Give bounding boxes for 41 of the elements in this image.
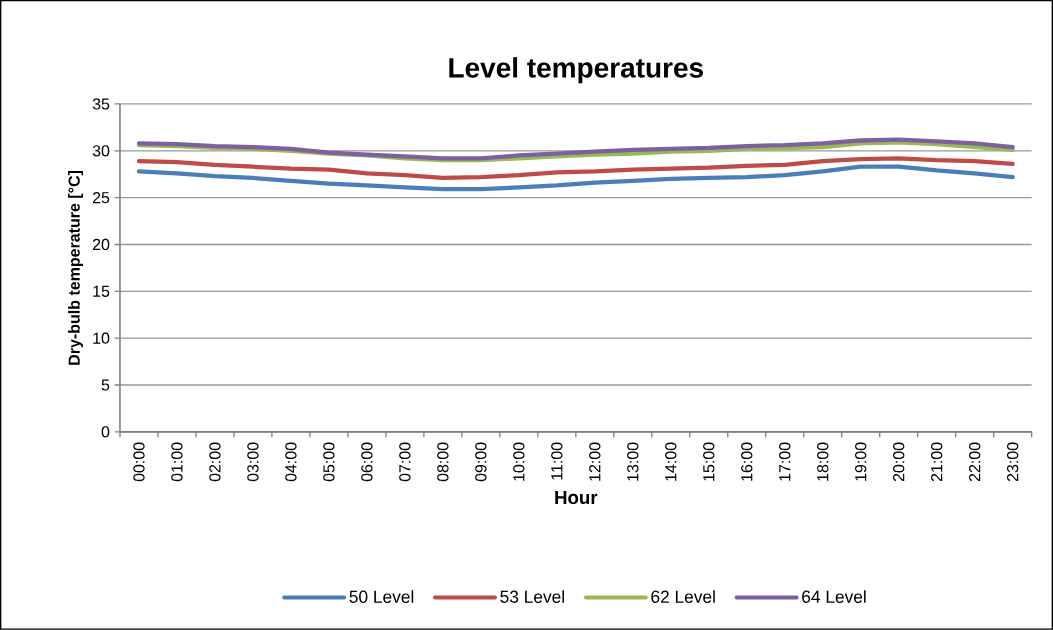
x-tick-label: 05:00 (323, 442, 335, 482)
x-tick-label: 04:00 (285, 442, 297, 482)
x-tick-label: 18:00 (817, 442, 829, 481)
legend-label: 50 Level (349, 590, 414, 603)
x-tick-label: 00:00 (133, 442, 145, 482)
legend-label: 53 Level (500, 590, 564, 603)
y-tick-label: 5 (101, 379, 110, 391)
y-tick-label: 20 (92, 238, 110, 251)
y-tick-label: 30 (92, 145, 110, 157)
x-tick-label: 09:00 (475, 442, 487, 482)
x-tick-label: 21:00 (931, 442, 943, 482)
y-tick-label: 35 (92, 98, 110, 110)
line-series (136, 156, 1015, 181)
y-tick-label: 10 (93, 332, 110, 344)
y-tick-label: 0 (101, 426, 110, 438)
x-tick-label: 19:00 (855, 442, 867, 481)
y-tick-label: 15 (93, 285, 110, 297)
y-axis-title: Dry-bulb temperature [°C] (68, 171, 83, 365)
x-tick-label: 14:00 (665, 442, 677, 481)
x-axis-title: Hour (555, 491, 598, 505)
y-tick-label: 25 (92, 192, 110, 204)
x-tick-label: 15:00 (703, 442, 715, 481)
legend-label: 62 Level (651, 590, 715, 603)
x-tick-label: 22:00 (969, 442, 981, 482)
x-tick-label: 10:00 (513, 442, 525, 481)
x-tick-label: 13:00 (627, 442, 639, 481)
chart-title: Level temperatures (449, 57, 703, 84)
x-tick-label: 23:00 (1007, 442, 1019, 482)
x-tick-label: 08:00 (437, 442, 449, 482)
line-series (136, 164, 1015, 192)
x-tick-label: 16:00 (741, 442, 753, 481)
x-tick-label: 01:00 (171, 442, 183, 482)
x-tick-label: 11:00 (551, 442, 563, 480)
x-tick-label: 03:00 (247, 442, 259, 482)
x-tick-label: 06:00 (361, 442, 373, 482)
x-tick-label: 20:00 (893, 442, 905, 482)
x-tick-label: 12:00 (589, 442, 601, 481)
x-tick-label: 07:00 (399, 442, 411, 482)
x-tick-label: 02:00 (209, 442, 221, 482)
x-tick-label: 17:00 (779, 442, 791, 481)
legend-label: 64 Level (802, 590, 866, 603)
